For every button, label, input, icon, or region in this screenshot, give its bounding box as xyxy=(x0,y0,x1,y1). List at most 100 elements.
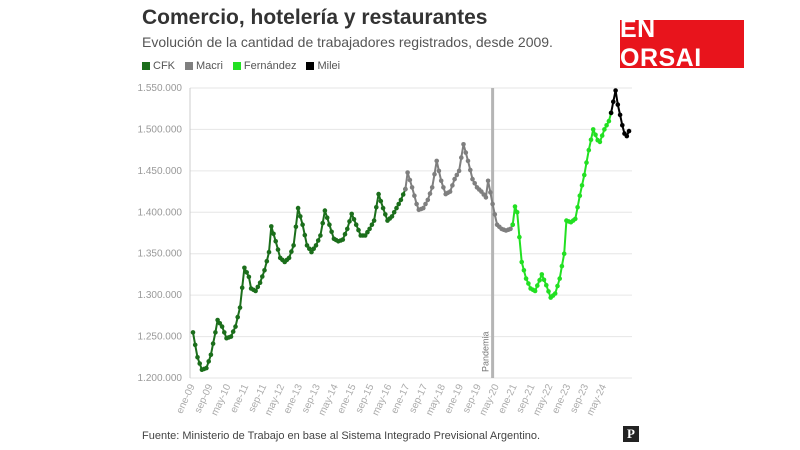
data-point xyxy=(275,247,281,252)
data-point xyxy=(228,334,234,339)
data-point xyxy=(246,274,252,280)
series-lines xyxy=(190,88,632,373)
data-point xyxy=(541,277,547,283)
data-point xyxy=(244,270,249,275)
data-point xyxy=(213,330,218,335)
data-point xyxy=(586,147,592,153)
data-point xyxy=(342,231,348,237)
data-point xyxy=(461,142,466,147)
data-point xyxy=(271,231,276,237)
data-point xyxy=(514,210,520,215)
data-point xyxy=(269,224,274,229)
data-point xyxy=(367,226,372,232)
data-point xyxy=(517,234,522,240)
data-point xyxy=(362,233,368,238)
legend-swatch-milei xyxy=(306,62,315,70)
data-point xyxy=(320,220,326,226)
data-point xyxy=(302,232,308,238)
data-point xyxy=(519,259,524,265)
data-point xyxy=(257,280,263,286)
data-point xyxy=(490,201,495,207)
data-point xyxy=(217,321,223,326)
data-point xyxy=(535,283,540,288)
data-point xyxy=(329,229,334,235)
y-tick-label: 1.200.000 xyxy=(138,373,183,384)
y-tick-label: 1.300.000 xyxy=(138,290,183,301)
data-point xyxy=(409,185,415,190)
data-point xyxy=(369,222,375,227)
data-point xyxy=(309,249,314,255)
data-point xyxy=(521,268,527,273)
y-tick-label: 1.550.000 xyxy=(138,83,183,94)
data-point xyxy=(454,172,460,178)
data-point xyxy=(557,276,562,281)
legend-item-macri: Macri xyxy=(185,60,223,72)
legend-swatch-macri xyxy=(185,62,193,70)
data-point xyxy=(376,191,381,197)
data-point xyxy=(427,191,433,196)
data-point xyxy=(611,99,616,104)
data-point xyxy=(463,150,469,155)
series-milei xyxy=(608,88,632,139)
data-point xyxy=(293,224,299,230)
series-fernndez xyxy=(510,110,614,300)
data-point xyxy=(391,210,397,215)
data-point xyxy=(561,251,567,256)
data-point xyxy=(222,330,227,335)
data-point xyxy=(434,158,440,164)
data-point xyxy=(242,265,247,271)
data-point xyxy=(573,216,578,222)
source-note: Fuente: Ministerio de Trabajo en base al… xyxy=(142,430,541,442)
pandemia-label: Pandemia xyxy=(481,331,491,372)
data-point xyxy=(436,168,442,174)
data-point xyxy=(441,185,446,190)
series-macri xyxy=(403,142,515,233)
data-point xyxy=(378,198,384,204)
data-point xyxy=(264,258,270,264)
data-point xyxy=(579,183,585,188)
data-point xyxy=(425,197,431,203)
data-point xyxy=(403,186,408,192)
data-point xyxy=(347,219,352,224)
data-point xyxy=(423,201,428,207)
data-point xyxy=(315,238,321,243)
y-tick-label: 1.250.000 xyxy=(138,332,183,343)
series-cfk xyxy=(190,186,408,373)
data-point xyxy=(255,284,261,290)
data-point xyxy=(597,139,603,145)
data-point xyxy=(260,274,265,279)
en-orsai-badge: EN ORSAI xyxy=(620,15,744,72)
data-point xyxy=(624,133,630,139)
data-point xyxy=(383,212,388,217)
data-point xyxy=(465,158,471,164)
legend-label-macri: Macri xyxy=(196,60,223,72)
data-point xyxy=(552,291,558,296)
data-point xyxy=(389,214,395,219)
data-point xyxy=(472,181,478,186)
data-point xyxy=(459,155,464,160)
data-point xyxy=(298,214,303,219)
data-point xyxy=(262,268,267,273)
data-point xyxy=(266,249,272,255)
data-point xyxy=(483,195,489,200)
data-point xyxy=(273,239,279,244)
data-point xyxy=(300,222,305,227)
data-point xyxy=(414,201,419,207)
legend-label-milei: Milei xyxy=(317,60,341,72)
data-point xyxy=(523,276,529,281)
data-point xyxy=(559,263,565,269)
data-point xyxy=(289,249,294,254)
data-point xyxy=(620,123,625,128)
data-point xyxy=(508,226,513,232)
y-tick-label: 1.450.000 xyxy=(138,166,183,177)
data-point xyxy=(318,233,323,238)
data-point xyxy=(351,217,357,222)
data-point xyxy=(599,133,605,138)
chart-title: Comercio, hotelería y restaurantes xyxy=(142,6,488,29)
data-point xyxy=(608,110,614,116)
data-point xyxy=(291,243,296,248)
perfil-logo: P xyxy=(623,426,639,442)
data-point xyxy=(235,314,240,320)
data-point xyxy=(421,205,426,211)
chart-subtitle: Evolución de la cantidad de trabajadores… xyxy=(142,34,553,50)
